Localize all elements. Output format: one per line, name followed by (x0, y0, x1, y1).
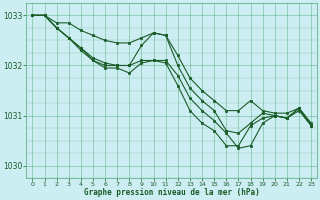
X-axis label: Graphe pression niveau de la mer (hPa): Graphe pression niveau de la mer (hPa) (84, 188, 260, 197)
